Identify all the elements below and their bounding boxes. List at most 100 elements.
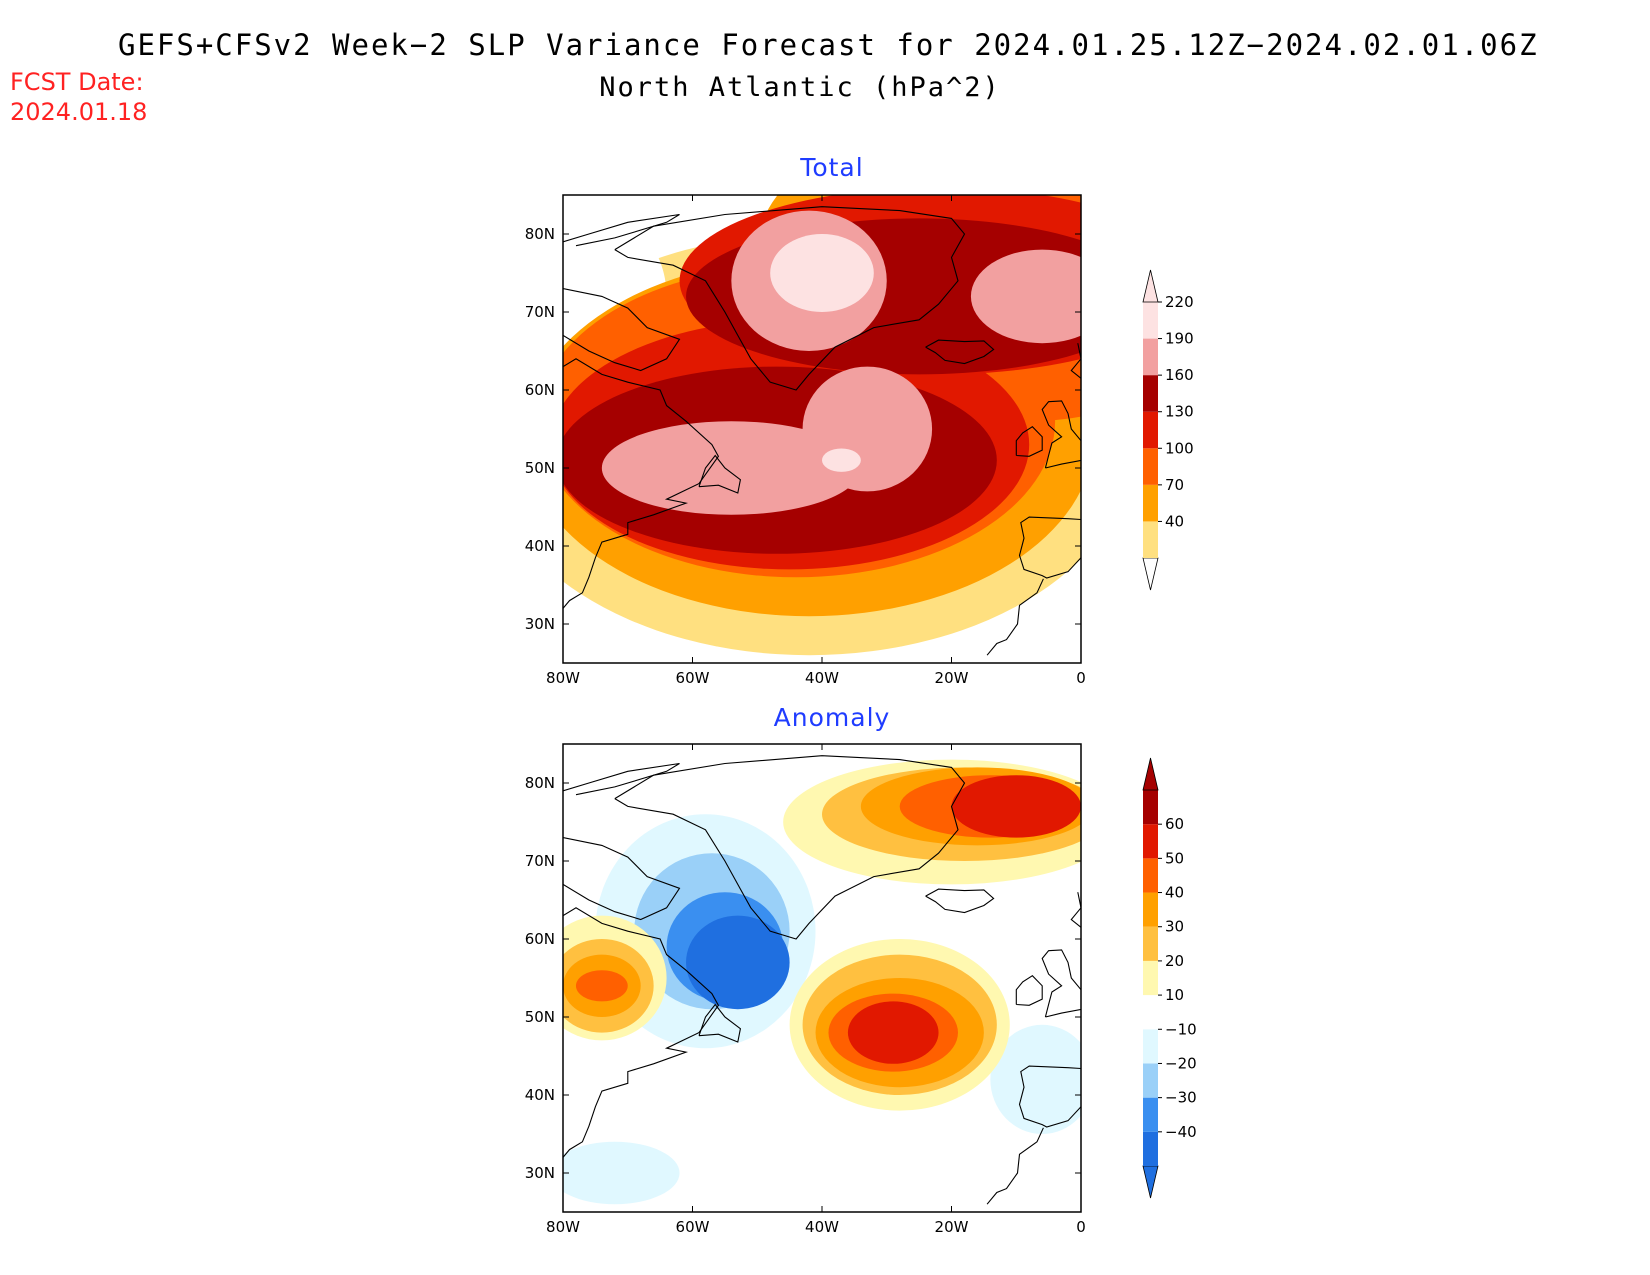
- lat-tick-label: 40N: [525, 1086, 555, 1104]
- shaded-region-17: [575, 970, 628, 1002]
- colorbar-swatch: [1143, 926, 1158, 961]
- forecast-date-value: 2024.01.18: [10, 98, 148, 126]
- colorbar-swatch: [1143, 858, 1158, 893]
- newfoundland-coast: [698, 1003, 742, 1043]
- iberia-coast: [1018, 1065, 1081, 1128]
- lon-tick-label: 80W: [546, 1218, 580, 1236]
- north-america-coast: [563, 358, 720, 609]
- lat-tick-label: 50N: [525, 459, 555, 477]
- colorbar-swatch: [1143, 302, 1158, 339]
- lat-tick-label: 30N: [525, 615, 555, 633]
- lat-tick-label: 30N: [525, 1164, 555, 1182]
- colorbar-swatch: [1143, 448, 1158, 485]
- panel-title-anomaly: Anomaly: [773, 703, 891, 732]
- colorbar-label: 30: [1165, 918, 1184, 936]
- lat-tick-label: 50N: [525, 1008, 555, 1026]
- shaded-region-12: [601, 421, 861, 515]
- colorbar-swatch: [1143, 1063, 1158, 1098]
- ireland-coast: [1015, 974, 1043, 1006]
- baffin-island-coast: [563, 288, 681, 372]
- lon-tick-label: 40W: [805, 669, 839, 687]
- colorbar-swatch: [1143, 995, 1158, 1030]
- lat-tick-label: 80N: [525, 774, 555, 792]
- lat-tick-label: 60N: [525, 930, 555, 948]
- map-panel-anomaly: 80N 70N 60N 50N 40N 30N 80W 60W 40W 20W 0 −40 −30 −20…: [525, 743, 1197, 1236]
- shaded-region-13: [802, 366, 933, 492]
- colorbar-swatch: [1143, 1131, 1158, 1166]
- lon-tick-label: 0: [1076, 1218, 1086, 1236]
- lon-tick-label: 20W: [935, 669, 969, 687]
- figure-title-line1: GEFS+CFSv2 Week−2 SLP Variance Forecast …: [118, 28, 1539, 62]
- colorbar-swatch: [1143, 960, 1158, 996]
- colorbar-label: −10: [1165, 1020, 1197, 1038]
- colorbar-swatch: [1143, 411, 1158, 449]
- colorbar-label: 20: [1165, 952, 1184, 970]
- iceland-coast: [925, 339, 995, 365]
- lon-tick-label: 20W: [935, 1218, 969, 1236]
- colorbar-swatch: [1143, 1029, 1158, 1064]
- ireland-coast: [1015, 425, 1043, 457]
- ellesmere-coast: [563, 762, 680, 796]
- colorbar-label: 220: [1165, 293, 1194, 311]
- colorbar-label: 100: [1165, 439, 1194, 457]
- colorbar-extend-high: [1142, 269, 1159, 303]
- ellesmere-coast: [563, 213, 680, 247]
- lon-tick-label: 80W: [546, 669, 580, 687]
- greenland-coast: [614, 206, 966, 391]
- north-america-coast: [563, 907, 720, 1158]
- africa-coast: [986, 1127, 1044, 1205]
- lat-tick-label: 80N: [525, 225, 555, 243]
- colorbar-label: −30: [1165, 1089, 1197, 1107]
- colorbar-swatch: [1143, 375, 1158, 412]
- colorbar-label: −40: [1165, 1123, 1197, 1141]
- shaded-region-14: [770, 234, 874, 312]
- shaded-region-5: [686, 915, 790, 1010]
- scandinavia-coast: [1070, 343, 1081, 379]
- colorbar-label: 60: [1165, 815, 1184, 833]
- colorbar-extend-high: [1142, 757, 1159, 791]
- shaded-region-11: [970, 249, 1081, 344]
- lon-tick-label: 60W: [676, 1218, 710, 1236]
- colorbar-extend-low: [1142, 1165, 1159, 1199]
- greenland-coast: [614, 755, 966, 940]
- colorbar-label: 40: [1165, 512, 1184, 530]
- colorbar-label: 50: [1165, 849, 1184, 867]
- scandinavia-coast: [1070, 892, 1081, 928]
- africa-coast: [986, 578, 1044, 656]
- shaded-region-15: [822, 448, 861, 472]
- colorbar-label: 190: [1165, 330, 1194, 348]
- lon-tick-label: 0: [1076, 669, 1086, 687]
- axis-ticks: 80N 70N 60N 50N 40N 30N 80W 60W 40W 20W 0: [525, 195, 1086, 687]
- baffin-island-coast: [563, 837, 681, 921]
- iceland-coast: [925, 888, 995, 914]
- colorbar-swatch: [1143, 521, 1158, 558]
- iberia-coast: [1018, 516, 1081, 579]
- colorbar-extend-low: [1142, 557, 1159, 591]
- colorbar-swatch: [1143, 338, 1158, 376]
- newfoundland-coast: [698, 454, 742, 494]
- shaded-region-19: [951, 775, 1081, 838]
- colorbar-swatch: [1143, 484, 1158, 522]
- colorbar-swatch: [1143, 1097, 1158, 1132]
- lat-tick-label: 60N: [525, 381, 555, 399]
- lat-tick-label: 70N: [525, 852, 555, 870]
- coastlines: [563, 206, 1081, 656]
- colorbar-label: 130: [1165, 403, 1194, 421]
- coastlines: [563, 755, 1081, 1205]
- colorbar-anomaly: −40 −30 −20 −10 10 20 30 40 50 60: [1142, 757, 1197, 1199]
- colorbar-swatch: [1143, 892, 1158, 927]
- lat-tick-label: 70N: [525, 303, 555, 321]
- shaded-region-2: [990, 1024, 1081, 1134]
- shaded-field: [563, 744, 1081, 1212]
- lon-tick-label: 40W: [805, 1218, 839, 1236]
- axis-ticks: 80N 70N 60N 50N 40N 30N 80W 60W 40W 20W 0: [525, 744, 1086, 1236]
- britain-coast: [1041, 400, 1081, 469]
- colorbar-label: 40: [1165, 884, 1184, 902]
- figure-title-line2: North Atlantic (hPa^2): [599, 72, 1001, 103]
- lon-tick-label: 60W: [676, 669, 710, 687]
- colorbar-swatch: [1143, 790, 1158, 825]
- colorbar-total: 40 70 100 130 160 190 220: [1142, 269, 1194, 591]
- colorbar-label: 160: [1165, 366, 1194, 384]
- shaded-region-18: [847, 1001, 939, 1064]
